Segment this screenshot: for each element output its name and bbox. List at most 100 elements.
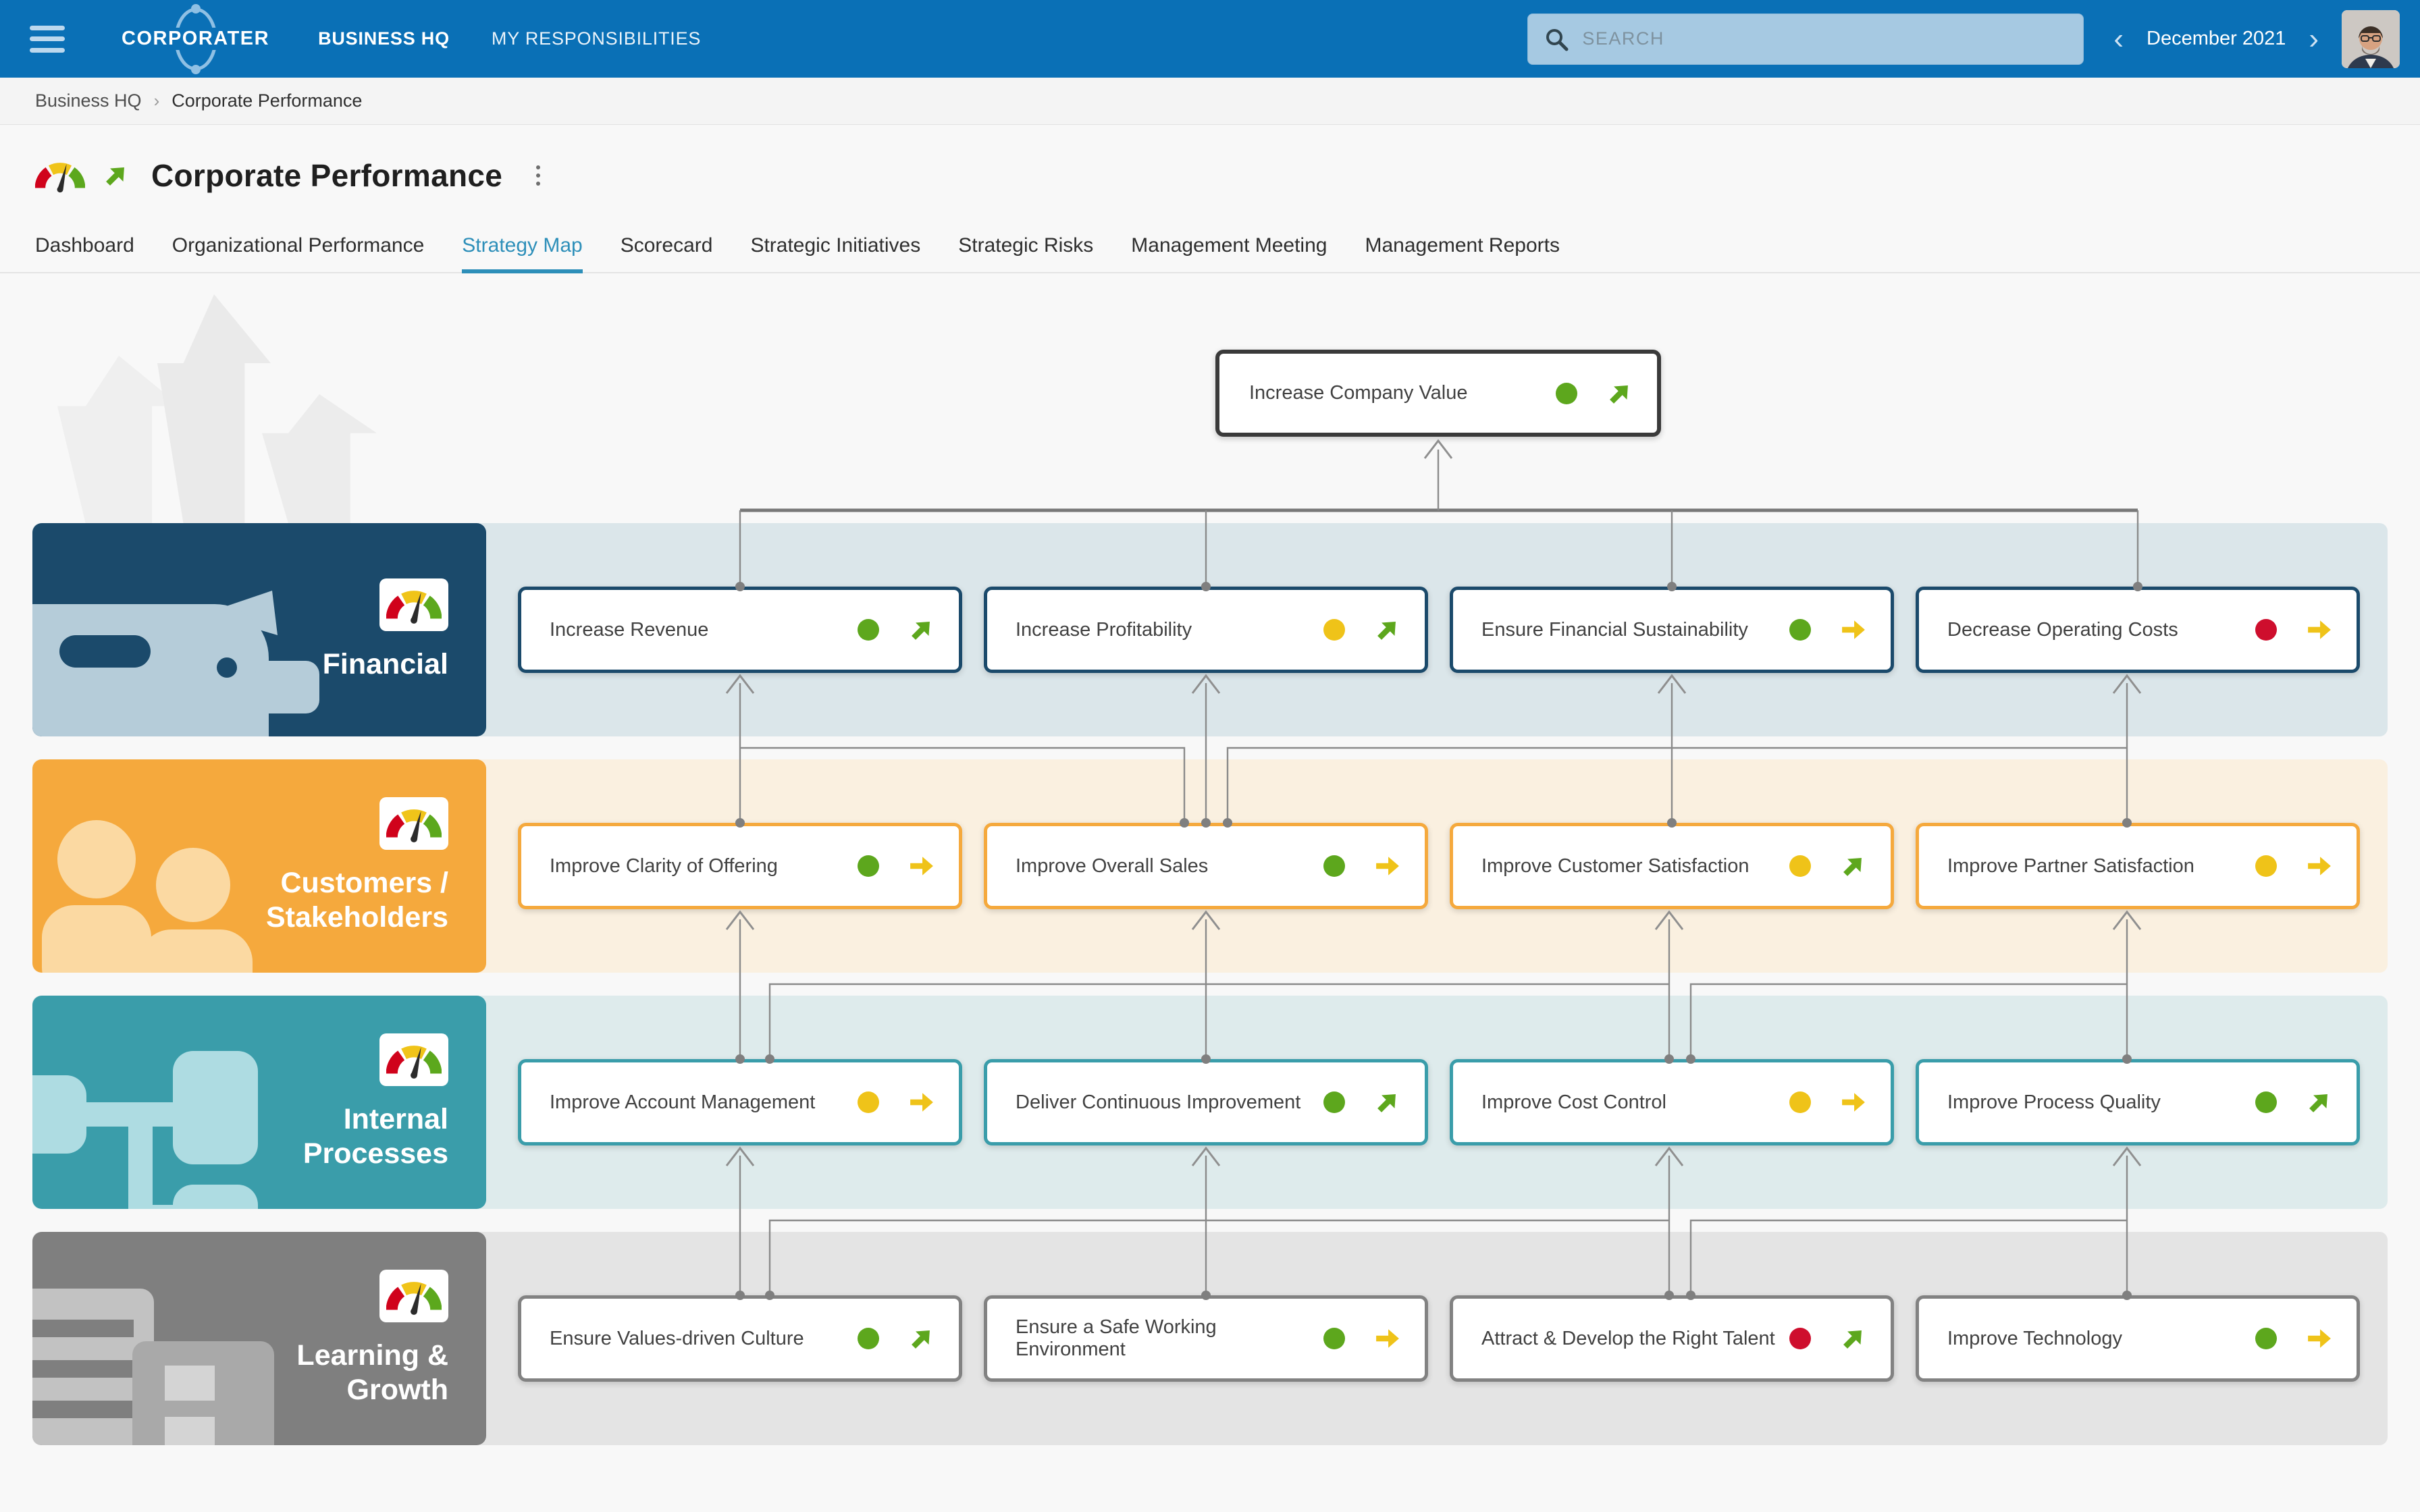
perspective-band-financial[interactable]: Financial (32, 523, 486, 736)
trend-arrow-icon (1373, 1087, 1402, 1117)
tab-dashboard[interactable]: Dashboard (35, 234, 134, 256)
search-icon (1546, 28, 1569, 51)
objective-box[interactable]: Improve Technology (1916, 1295, 2360, 1382)
objective-box[interactable]: Improve Account Management (518, 1059, 962, 1145)
gauge-icon (379, 1270, 448, 1323)
status-indicator (1789, 1091, 1811, 1113)
objective-box[interactable]: Attract & Develop the Right Talent (1450, 1295, 1894, 1382)
objective-box[interactable]: Increase Revenue (518, 587, 962, 673)
trend-arrow-icon (1839, 851, 1868, 881)
perspective-label: Customers / Stakeholders (265, 867, 448, 934)
objective-label: Decrease Operating Costs (1947, 618, 2178, 641)
objective-label: Improve Cost Control (1481, 1091, 1666, 1113)
user-avatar[interactable] (2342, 9, 2400, 68)
nav-item-my-responsibilities[interactable]: MY RESPONSIBILITIES (491, 28, 702, 49)
objective-label: Improve Clarity of Offering (550, 855, 778, 877)
tab-strategy-map[interactable]: Strategy Map (462, 234, 583, 273)
objective-box[interactable]: Improve Partner Satisfaction (1916, 823, 2360, 909)
page-title: Corporate Performance (151, 158, 503, 193)
status-indicator (1556, 382, 1577, 404)
objective-label: Increase Company Value (1249, 382, 1468, 404)
trend-arrow-icon (907, 615, 937, 645)
objective-box[interactable]: Improve Overall Sales (984, 823, 1428, 909)
trend-arrow-icon (1839, 1324, 1868, 1353)
flowchart-icon (32, 1051, 258, 1209)
trend-arrow-icon (1373, 615, 1402, 645)
objective-label: Ensure Financial Sustainability (1481, 618, 1748, 641)
period-prev-button[interactable]: ‹ (2108, 24, 2129, 54)
objective-box[interactable]: Decrease Operating Costs (1916, 587, 2360, 673)
objective-label: Ensure a Safe Working Environment (1016, 1316, 1217, 1360)
perspective-band-customers[interactable]: Customers / Stakeholders (32, 759, 486, 973)
page-trend-arrow-icon (101, 161, 131, 190)
objective-box[interactable]: Improve Cost Control (1450, 1059, 1894, 1145)
breadcrumb-item-business-hq[interactable]: Business HQ (35, 90, 142, 111)
period-next-button[interactable]: › (2303, 24, 2324, 54)
objective-box[interactable]: Ensure Financial Sustainability (1450, 587, 1894, 673)
objective-label: Increase Profitability (1016, 618, 1192, 641)
objective-box[interactable]: Improve Customer Satisfaction (1450, 823, 1894, 909)
hamburger-menu-icon[interactable] (30, 25, 65, 53)
breadcrumb-item-current[interactable]: Corporate Performance (172, 90, 363, 111)
period-label: December 2021 (2147, 28, 2286, 49)
objective-label: Improve Partner Satisfaction (1947, 855, 2194, 877)
status-indicator (1789, 855, 1811, 877)
status-indicator (1789, 619, 1811, 641)
tab-organizational-performance[interactable]: Organizational Performance (172, 234, 425, 256)
objective-box-top[interactable]: Increase Company Value (1215, 350, 1661, 437)
trend-arrow-icon (2307, 853, 2332, 879)
perspective-band-internal[interactable]: Internal Processes (32, 996, 486, 1209)
status-indicator (1323, 1091, 1345, 1113)
tab-strategic-initiatives[interactable]: Strategic Initiatives (750, 234, 921, 256)
tab-bar: Dashboard Organizational Performance Str… (0, 198, 2420, 273)
objective-box[interactable]: Deliver Continuous Improvement (984, 1059, 1428, 1145)
objective-label: Improve Customer Satisfaction (1481, 855, 1750, 877)
objective-box[interactable]: Increase Profitability (984, 587, 1428, 673)
status-indicator (2255, 1091, 2277, 1113)
top-app-bar: CORPORATER BUSINESS HQ MY RESPONSIBILITI… (0, 0, 2420, 78)
breadcrumb-separator: › (153, 90, 160, 111)
trend-arrow-icon (1375, 1326, 1400, 1351)
objective-box[interactable]: Ensure a Safe Working Environment (984, 1295, 1428, 1382)
top-navigation: BUSINESS HQ MY RESPONSIBILITIES (318, 28, 701, 49)
objective-label: Improve Technology (1947, 1327, 2123, 1349)
status-indicator (858, 619, 879, 641)
trend-arrow-icon (1605, 378, 1635, 408)
tab-management-meeting[interactable]: Management Meeting (1131, 234, 1327, 256)
trend-arrow-icon (2307, 617, 2332, 643)
trend-arrow-icon (2307, 1326, 2332, 1351)
objective-box[interactable]: Improve Clarity of Offering (518, 823, 962, 909)
page-header: Corporate Performance (0, 125, 2420, 198)
gauge-icon (379, 578, 448, 631)
corporater-logo[interactable]: CORPORATER (100, 0, 291, 78)
trend-arrow-icon (1841, 1089, 1866, 1115)
status-indicator (858, 1091, 879, 1113)
objective-label: Deliver Continuous Improvement (1016, 1091, 1301, 1113)
status-indicator (2255, 619, 2277, 641)
search-box[interactable] (1527, 13, 2084, 65)
objective-label: Ensure Values-driven Culture (550, 1327, 804, 1349)
perspective-label: Learning & Growth (296, 1339, 448, 1406)
objective-label: Improve Process Quality (1947, 1091, 2161, 1113)
nav-item-business-hq[interactable]: BUSINESS HQ (318, 28, 450, 49)
perspective-label: Internal Processes (302, 1103, 448, 1170)
breadcrumb: Business HQ › Corporate Performance (0, 78, 2420, 125)
perspective-band-learning[interactable]: Learning & Growth (32, 1232, 486, 1445)
tab-strategic-risks[interactable]: Strategic Risks (958, 234, 1094, 256)
objective-box[interactable]: Improve Process Quality (1916, 1059, 2360, 1145)
status-indicator (1323, 619, 1345, 641)
status-indicator (2255, 1328, 2277, 1349)
trend-arrow-icon (909, 853, 935, 879)
perspective-label: Financial (322, 647, 448, 680)
tab-scorecard[interactable]: Scorecard (620, 234, 713, 256)
trend-arrow-icon (909, 1089, 935, 1115)
trend-arrow-icon (2305, 1087, 2334, 1117)
status-indicator (1323, 855, 1345, 877)
gauge-icon (35, 158, 85, 193)
objective-label: Improve Overall Sales (1016, 855, 1209, 877)
status-indicator (858, 1328, 879, 1349)
objective-box[interactable]: Ensure Values-driven Culture (518, 1295, 962, 1382)
search-input[interactable] (1582, 28, 2068, 49)
kebab-menu-icon[interactable] (532, 161, 544, 190)
tab-management-reports[interactable]: Management Reports (1365, 234, 1560, 256)
